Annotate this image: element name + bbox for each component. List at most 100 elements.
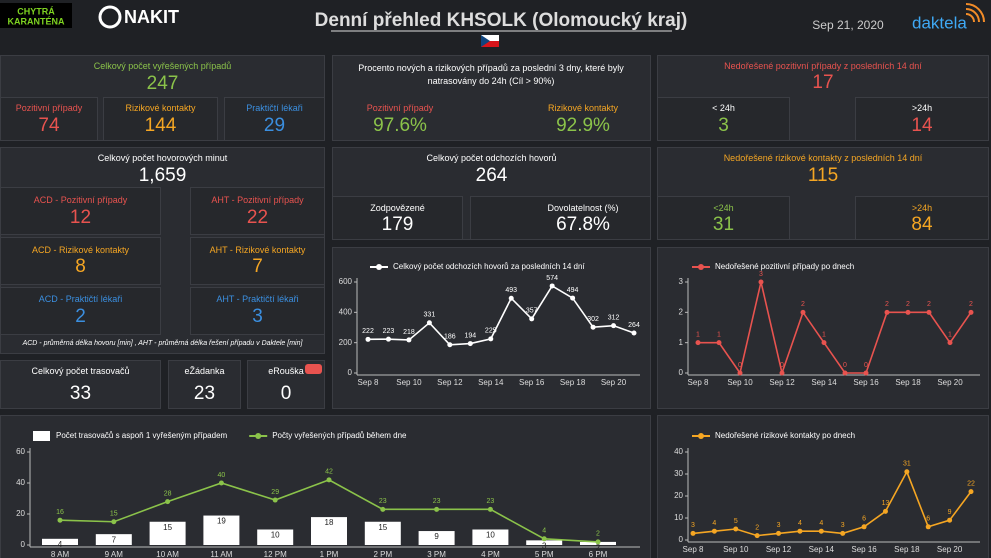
point (818, 528, 824, 534)
bar-label: 2 (596, 543, 601, 552)
tile-value: 84 (911, 214, 933, 235)
date: Sep 21, 2020 (812, 18, 884, 32)
tile-value: 0 (280, 383, 292, 404)
flag (481, 35, 490, 47)
x-tick-label: Sep 14 (478, 378, 504, 387)
point (365, 336, 371, 342)
point (549, 283, 555, 289)
line (367, 284, 635, 346)
point (925, 524, 931, 530)
bar-label: 4 (58, 540, 63, 549)
point (821, 340, 827, 346)
point (695, 340, 701, 346)
x-tick-label: 3 PM (427, 550, 446, 558)
bar (418, 531, 455, 545)
point (904, 469, 910, 475)
tile-value: 12 (69, 207, 92, 228)
point-label: 2 (596, 531, 600, 538)
tile-label: AHT - Rizikové kontakty (209, 245, 306, 255)
logo-box (0, 3, 72, 28)
point (595, 539, 601, 545)
chart-panel (657, 247, 989, 409)
point (947, 517, 953, 523)
point-label: 23 (433, 498, 441, 505)
bar (472, 529, 509, 545)
y-tick-label: 60 (16, 447, 25, 456)
point-label: 15 (110, 511, 118, 518)
x-tick-label: Sep 10 (727, 378, 753, 387)
point (884, 309, 890, 315)
y-tick-label: 40 (674, 447, 683, 456)
x-tick-label: Sep 20 (937, 545, 963, 554)
y-tick-label: 10 (674, 513, 683, 522)
flag (481, 35, 499, 41)
tile-value: 115 (807, 165, 839, 186)
point-label: 312 (608, 315, 620, 322)
point-label: 4 (798, 520, 802, 527)
y-tick-label: 0 (21, 540, 26, 549)
bar-label: 10 (486, 531, 495, 540)
point-label: 22 (967, 480, 975, 487)
tile-label: Celkový počet vyřešených případů (93, 61, 232, 71)
daktela-icon (965, 3, 985, 23)
logo-text: KARANTÉNA (8, 16, 65, 26)
point-label: 23 (379, 498, 387, 505)
sub-panel (224, 97, 325, 141)
nakit-logo: NAKIT (124, 7, 179, 27)
logo-text: CHYTRÁ (17, 6, 55, 16)
bar (364, 521, 401, 545)
sub-panel (657, 196, 790, 240)
sub-panel (190, 237, 325, 285)
y-tick-label: 1 (679, 338, 684, 347)
point-label: 2 (906, 301, 910, 308)
tile-label: Dovolatelnost (%) (547, 203, 619, 213)
x-tick-label: Sep 12 (766, 545, 792, 554)
tile-label: Rizikové kontakty (547, 103, 619, 113)
y-tick-label: 2 (679, 307, 684, 316)
tile-label: ACD - Pozitivní případy (33, 195, 128, 205)
sub-panel (855, 196, 989, 240)
point-label: 6 (862, 516, 866, 523)
x-tick-label: Sep 8 (683, 545, 704, 554)
tile-label: >24h (911, 103, 933, 113)
x-tick-label: 11 AM (210, 550, 232, 558)
point (590, 324, 596, 330)
sub-panel (332, 196, 463, 240)
sub-panel (0, 97, 98, 141)
chart-panel (332, 247, 651, 409)
legend-swatch (698, 264, 704, 270)
panel (168, 360, 241, 409)
point-label: 29 (271, 489, 279, 496)
daktela-logo: daktela (912, 13, 967, 32)
tile-value: 247 (146, 73, 179, 94)
point (218, 480, 224, 486)
bar-label: 7 (112, 535, 117, 544)
y-tick-label: 200 (339, 338, 353, 347)
x-tick-label: Sep 16 (851, 545, 877, 554)
tile-label: AHT - Praktičtí lékaři (216, 294, 299, 304)
bar-label: 15 (378, 523, 387, 532)
point-label: 264 (628, 322, 640, 329)
tile-note: ACD - průměrná délka hovoru [min] , AHT … (22, 340, 303, 347)
tile-label: Procento nových a rizikových případů za … (358, 63, 624, 86)
x-tick-label: Sep 18 (894, 545, 920, 554)
sub-panel (0, 187, 161, 235)
point (385, 336, 391, 342)
point (800, 309, 806, 315)
x-tick-label: 5 PM (535, 550, 554, 558)
y-tick-label: 0 (679, 535, 684, 544)
tile-label: Zodpovězené (370, 203, 425, 213)
tile-value: 7 (252, 256, 263, 277)
point (570, 295, 576, 301)
bar (311, 517, 347, 545)
y-tick-label: 400 (339, 307, 353, 316)
point (737, 370, 743, 376)
point (779, 370, 785, 376)
point-label: 42 (325, 469, 333, 476)
y-tick-label: 20 (674, 491, 683, 500)
point (711, 528, 717, 534)
point (926, 309, 932, 315)
point-label: 186 (444, 334, 456, 341)
point (947, 340, 953, 346)
panel (0, 360, 161, 409)
